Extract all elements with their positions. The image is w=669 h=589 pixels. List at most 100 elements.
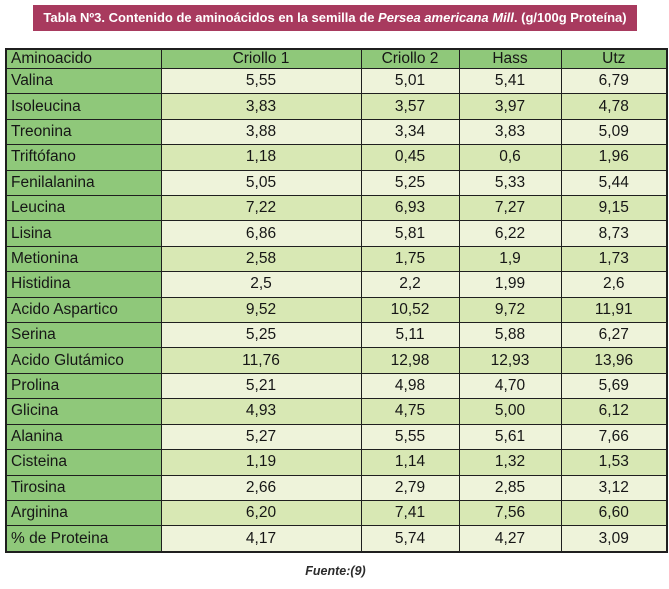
value-cell: 12,93 [458,347,562,374]
amino-name-cell: Leucina [5,195,162,222]
amino-acid-table: Aminoacido Criollo 1 Criollo 2 Hass Utz … [5,48,668,553]
column-header-criollo1: Criollo 1 [160,48,362,69]
value-cell: 1,96 [560,144,668,171]
value-cell: 5,88 [458,322,562,349]
value-cell: 6,86 [160,220,362,247]
table-row: Tirosina 2,66 2,79 2,85 3,12 [5,474,668,501]
value-cell: 2,2 [360,271,460,298]
table-row: Metionina 2,58 1,75 1,9 1,73 [5,245,668,273]
amino-name-cell: Serina [5,322,162,349]
table-row: Acido Glutámico 11,76 12,98 12,93 13,96 [5,347,668,374]
value-cell: 6,12 [560,398,668,425]
amino-name-cell: Isoleucina [5,93,162,120]
table-row: Isoleucina 3,83 3,57 3,97 4,78 [5,93,668,120]
amino-name-cell: Valina [5,67,162,95]
value-cell: 5,05 [160,169,362,197]
value-cell: 6,22 [458,220,562,247]
value-cell: 2,66 [160,474,362,501]
value-cell: 5,41 [458,67,562,95]
value-cell: 5,81 [360,220,460,247]
amino-name-cell: Prolina [5,372,162,400]
value-cell: 1,99 [458,271,562,298]
value-cell: 5,61 [458,423,562,451]
value-cell: 5,21 [160,372,362,400]
value-cell: 4,27 [458,525,562,553]
value-cell: 2,5 [160,271,362,298]
value-cell: 5,25 [160,322,362,349]
column-header-utz: Utz [560,48,668,69]
value-cell: 0,6 [458,144,562,171]
column-header-criollo2: Criollo 2 [360,48,460,69]
table-row: Acido Aspartico 9,52 10,52 9,72 11,91 [5,296,668,324]
value-cell: 5,11 [360,322,460,349]
title-prefix: Tabla Nº3. Contenido de aminoácidos en l… [43,10,379,25]
value-cell: 1,73 [560,245,668,273]
value-cell: 0,45 [360,144,460,171]
table-row: Alanina 5,27 5,55 5,61 7,66 [5,423,668,451]
amino-name-cell: Arginina [5,499,162,527]
value-cell: 11,76 [160,347,362,374]
value-cell: 2,85 [458,474,562,501]
amino-name-cell: Triftófano [5,144,162,171]
table-row: Triftófano 1,18 0,45 0,6 1,96 [5,144,668,171]
value-cell: 9,52 [160,296,362,324]
table-row: Histidina 2,5 2,2 1,99 2,6 [5,271,668,298]
value-cell: 5,09 [560,118,668,146]
amino-name-cell: Glicina [5,398,162,425]
column-header-aminoacido: Aminoacido [5,48,162,69]
value-cell: 5,55 [360,423,460,451]
table-row: Treonina 3,88 3,34 3,83 5,09 [5,118,668,146]
value-cell: 4,78 [560,93,668,120]
title-suffix: . (g/100g Proteína) [513,10,627,25]
value-cell: 3,09 [560,525,668,553]
table-row: Serina 5,25 5,11 5,88 6,27 [5,322,668,349]
amino-name-cell: Lisina [5,220,162,247]
amino-name-cell: Metionina [5,245,162,273]
amino-name-cell: Fenilalanina [5,169,162,197]
title-species-name: Persea americana Mill [378,10,514,25]
value-cell: 5,25 [360,169,460,197]
value-cell: 9,72 [458,296,562,324]
value-cell: 2,58 [160,245,362,273]
value-cell: 10,52 [360,296,460,324]
value-cell: 7,41 [360,499,460,527]
value-cell: 12,98 [360,347,460,374]
table-row: Fenilalanina 5,05 5,25 5,33 5,44 [5,169,668,197]
table-row: Cisteina 1,19 1,14 1,32 1,53 [5,449,668,476]
value-cell: 3,97 [458,93,562,120]
value-cell: 11,91 [560,296,668,324]
amino-name-cell: Acido Aspartico [5,296,162,324]
value-cell: 1,53 [560,449,668,476]
value-cell: 5,33 [458,169,562,197]
value-cell: 7,22 [160,195,362,222]
table-row: Valina 5,55 5,01 5,41 6,79 [5,67,668,95]
amino-name-cell: Acido Glutámico [5,347,162,374]
table-row: Arginina 6,20 7,41 7,56 6,60 [5,499,668,527]
table-row: Lisina 6,86 5,81 6,22 8,73 [5,220,668,247]
value-cell: 3,88 [160,118,362,146]
value-cell: 5,44 [560,169,668,197]
value-cell: 8,73 [560,220,668,247]
amino-name-cell: Alanina [5,423,162,451]
value-cell: 1,19 [160,449,362,476]
value-cell: 3,12 [560,474,668,501]
value-cell: 5,00 [458,398,562,425]
table-title-bar: Tabla Nº3. Contenido de aminoácidos en l… [33,5,637,31]
value-cell: 4,17 [160,525,362,553]
amino-name-cell: Cisteina [5,449,162,476]
value-cell: 1,18 [160,144,362,171]
amino-name-cell: Histidina [5,271,162,298]
value-cell: 7,56 [458,499,562,527]
column-header-hass: Hass [458,48,562,69]
value-cell: 4,75 [360,398,460,425]
value-cell: 13,96 [560,347,668,374]
value-cell: 1,75 [360,245,460,273]
table-row: % de Proteina 4,17 5,74 4,27 3,09 [5,525,668,553]
value-cell: 3,57 [360,93,460,120]
header-row: Aminoacido Criollo 1 Criollo 2 Hass Utz [5,48,668,69]
amino-name-cell: Treonina [5,118,162,146]
value-cell: 5,01 [360,67,460,95]
value-cell: 4,98 [360,372,460,400]
amino-name-cell: Tirosina [5,474,162,501]
value-cell: 6,79 [560,67,668,95]
